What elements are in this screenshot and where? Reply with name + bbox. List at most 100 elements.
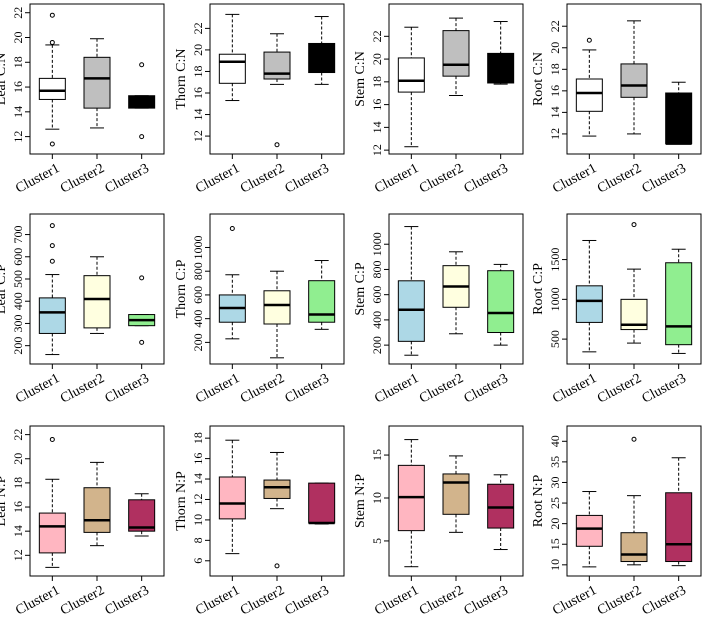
y-tick-label: 20 [191,44,205,56]
x-tick-label: Cluster2 [417,371,466,407]
y-tick-label: 12 [191,493,205,505]
box-body [308,42,336,74]
box-body [397,57,425,93]
box-body [308,280,336,323]
x-tick-label: Cluster2 [238,161,287,197]
y-tick-label: 1000 [191,235,205,259]
outlier-point [139,275,145,281]
y-tick-label: 20 [548,42,562,54]
box-cluster3 [487,21,515,85]
x-tick-label: Cluster3 [283,583,332,619]
panel-12: 10 15 20 25 30 35 40 Root N:P Cluster1Cluster2Cl… [531,425,702,619]
box-cluster3 [487,263,515,346]
box-body [575,285,603,323]
x-tick-label: Cluster3 [462,583,511,619]
box-cluster2 [620,222,648,344]
outlier-point [139,134,145,140]
y-tick-label: 10 [548,559,562,571]
box-body [38,512,66,554]
y-tick-label: 200 [370,336,384,354]
y-tick-label: 200 [11,337,25,355]
box-cluster3 [128,493,156,537]
y-tick-label: 18 [370,76,384,88]
y-tick-label: 400 [191,310,205,328]
panel-10: 6 8 10 12 14 16 18 Thorn N:P Cluster1Cluster2Clu… [174,425,345,619]
x-tick-label: Cluster2 [238,371,287,407]
y-axis-title: Root C:N [531,52,546,106]
y-tick-label: 1000 [370,232,384,256]
y-axis-title: Leaf N:P [0,475,9,526]
box-cluster2 [83,461,111,547]
y-tick-label: 18 [191,65,205,77]
y-tick-label: 16 [370,99,384,111]
outlier-point [229,225,235,231]
box-body [263,479,291,499]
y-tick-label: 15 [548,538,562,550]
y-tick-label: 40 [548,435,562,447]
panel-4: 12 14 16 18 20 22 Root C:N Cluster1Cluster2Clus… [531,3,702,197]
y-tick-label: 300 [11,314,25,332]
outlier-point [49,243,55,249]
box-body [218,53,246,84]
y-axis-title: Root N:P [531,475,546,528]
box-cluster3 [487,474,515,551]
box-body [38,77,66,100]
y-axis-title: Stem C:N [353,51,368,107]
x-tick-label: Cluster1 [372,161,421,197]
x-tick-label: Cluster1 [193,371,242,407]
box-cluster1 [38,436,66,568]
box-body [128,499,156,532]
y-tick-label: 800 [191,262,205,280]
x-tick-label: Cluster1 [550,371,599,407]
y-tick-label: 20 [370,53,384,65]
box-cluster3 [308,482,336,525]
box-cluster1 [38,223,66,356]
x-tick-label: Cluster2 [595,161,644,197]
x-tick-label: Cluster3 [640,583,689,619]
x-tick-label: Cluster1 [13,371,62,407]
box-cluster1 [397,439,425,568]
y-tick-label: 22 [11,7,25,19]
outlier-point [49,39,55,45]
x-tick-label: Cluster1 [193,583,242,619]
box-cluster2 [620,436,648,566]
outlier-point [274,142,280,148]
y-tick-label: 16 [191,453,205,465]
y-tick-label: 12 [548,128,562,140]
x-tick-label: Cluster3 [640,161,689,197]
outlier-point [631,222,637,228]
box-body [83,56,111,109]
box-cluster1 [397,226,425,356]
x-tick-label: Cluster1 [550,583,599,619]
y-tick-label: 600 [191,286,205,304]
x-tick-label: Cluster1 [372,583,421,619]
panel-1: 12 14 16 18 20 22 Leaf C:N Cluster1Cluster2Clus… [0,3,165,197]
box-cluster2 [442,17,470,97]
y-tick-label: 18 [191,432,205,444]
y-axis-title: Thorn C:N [174,48,189,109]
y-tick-label: 16 [11,501,25,513]
y-tick-label: 18 [11,477,25,489]
y-tick-label: 16 [548,85,562,97]
y-tick-label: 15 [370,449,384,461]
box-body [218,476,246,520]
box-body [308,482,336,524]
y-axis-title: Leaf C:P [0,264,9,314]
box-cluster3 [308,16,336,85]
box-body [620,532,648,563]
y-tick-label: 600 [370,286,384,304]
x-tick-label: Cluster3 [103,371,152,407]
x-tick-label: Cluster1 [550,161,599,197]
box-cluster2 [263,33,291,148]
box-body [38,297,66,334]
x-tick-label: Cluster3 [640,371,689,407]
outlier-point [274,563,280,569]
outlier-point [49,141,55,147]
x-tick-label: Cluster3 [103,161,152,197]
y-tick-label: 22 [370,30,384,42]
y-axis-title: Stem N:P [353,474,368,528]
y-tick-label: 18 [548,63,562,75]
box-cluster3 [665,457,693,567]
